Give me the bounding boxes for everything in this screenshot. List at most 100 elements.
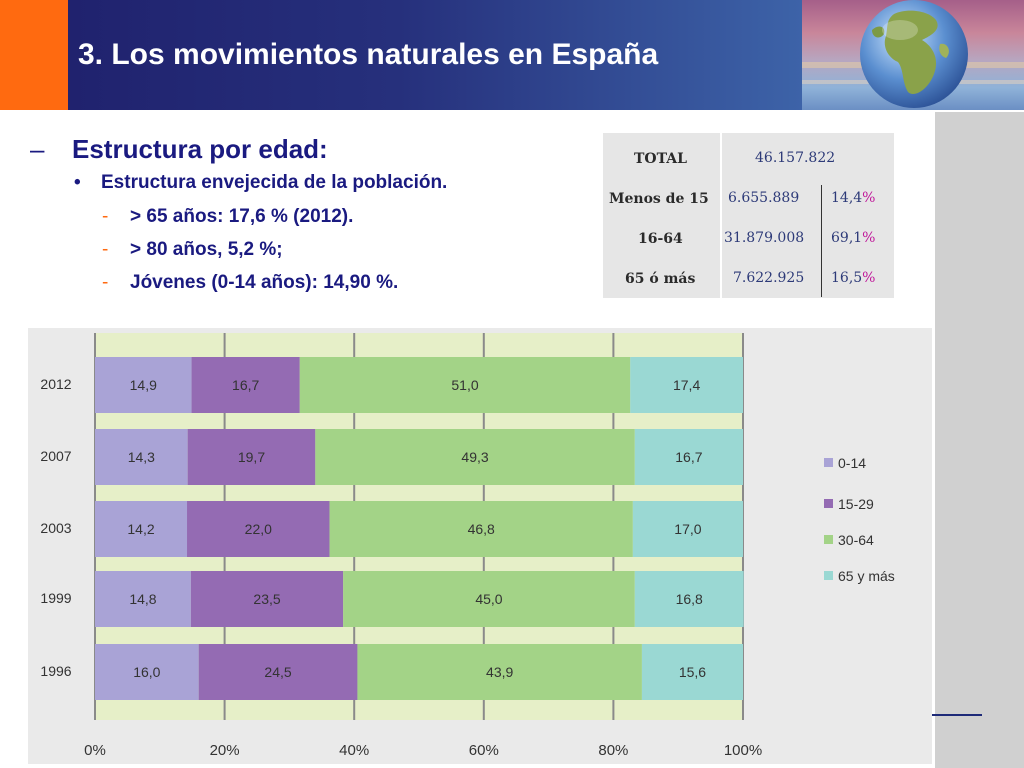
bar-segment <box>95 357 192 413</box>
bar-value-label: 14,9 <box>130 377 157 393</box>
x-tick-label: 60% <box>469 742 499 759</box>
bar-value-label: 16,8 <box>676 591 703 607</box>
side-strip <box>935 112 1024 768</box>
table-total-label: TOTAL <box>634 151 687 167</box>
globe-image <box>802 0 1024 110</box>
bullet-marker: - <box>102 206 109 227</box>
bullet-item: - Jóvenes (0-14 años): 14,90 %. <box>102 272 398 294</box>
bullet-item-text: > 65 años: 17,6 % (2012). <box>130 206 354 227</box>
bar-segment <box>634 571 744 627</box>
legend-label: 65 y más <box>838 568 895 584</box>
category-label: 1996 <box>40 663 71 679</box>
slide-title: 3. Los movimientos naturales en España <box>78 38 659 71</box>
legend-swatch <box>824 499 833 508</box>
category-label: 1999 <box>40 590 71 606</box>
bullet-subheading: • Estructura envejecida de la población. <box>74 172 447 194</box>
legend-swatch <box>824 535 833 544</box>
bullet-marker: • <box>74 172 81 193</box>
bar-value-label: 46,8 <box>468 521 495 537</box>
divider <box>932 714 982 716</box>
chart-svg: 14,9 16,7 51,0 17,4 2012 14,3 19,7 49,3 16,7 2007… <box>40 333 895 759</box>
table-row-pct: 69,1% <box>831 230 875 246</box>
pct-number: 14,4 <box>831 190 863 206</box>
x-tick-label: 80% <box>598 742 628 759</box>
bar-value-label: 19,7 <box>238 449 265 465</box>
table-total-value: 46.157.822 <box>755 150 836 166</box>
bar-segment <box>357 644 642 700</box>
bullet-item: - > 65 años: 17,6 % (2012). <box>102 206 353 228</box>
bar-value-label: 17,4 <box>673 377 700 393</box>
x-tick-label: 100% <box>724 742 762 759</box>
bar-segment <box>315 429 635 485</box>
table-row-label: 16-64 <box>638 231 683 247</box>
bullet-item-text: Jóvenes (0-14 años): 14,90 %. <box>130 272 399 293</box>
bar-segment <box>641 644 743 700</box>
legend-swatch <box>824 571 833 580</box>
bar-segment <box>634 429 743 485</box>
table-row-pct: 14,4% <box>831 190 875 206</box>
bar-value-label: 49,3 <box>461 449 488 465</box>
bullet-item: - > 80 años, 5,2 %; <box>102 239 283 261</box>
bar-segment <box>187 429 316 485</box>
legend-label: 0-14 <box>838 455 866 471</box>
bullet-heading: – Estructura por edad: <box>30 134 328 165</box>
bar-value-label: 16,0 <box>133 664 160 680</box>
bar-segment <box>198 644 358 700</box>
bar-segment <box>190 571 344 627</box>
pct-sign: % <box>862 190 876 206</box>
bar-value-label: 14,8 <box>129 591 156 607</box>
pct-number: 69,1 <box>831 230 863 246</box>
bar-value-label: 23,5 <box>253 591 280 607</box>
header-accent-block <box>0 0 68 110</box>
bar-segment <box>632 501 743 557</box>
legend-swatch <box>824 458 833 467</box>
x-tick-label: 20% <box>210 742 240 759</box>
table-row-label: 65 ó más <box>625 271 696 287</box>
category-label: 2007 <box>40 448 71 464</box>
table-row-value: 7.622.925 <box>733 270 805 286</box>
bar-segment <box>95 571 191 627</box>
bullet-subheading-text: Estructura envejecida de la población. <box>101 172 448 193</box>
legend-label: 30-64 <box>838 532 874 548</box>
table-row-value: 31.879.008 <box>724 230 805 246</box>
bullet-item-text: > 80 años, 5,2 %; <box>130 239 283 260</box>
bar-segment <box>343 571 635 627</box>
table-row-label: Menos de 15 <box>609 191 709 207</box>
bar-value-label: 17,0 <box>674 521 701 537</box>
bar-value-label: 14,3 <box>128 449 155 465</box>
category-label: 2012 <box>40 376 71 392</box>
age-structure-chart: 14,9 16,7 51,0 17,4 2012 14,3 19,7 49,3 16,7 2007… <box>28 328 932 764</box>
bar-segment <box>191 357 300 413</box>
bar-segment <box>95 644 199 700</box>
bar-segment <box>299 357 631 413</box>
globe-icon <box>802 0 1024 108</box>
legend-label: 15-29 <box>838 496 874 512</box>
bar-segment <box>630 357 743 413</box>
bar-value-label: 43,9 <box>486 664 513 680</box>
pct-sign: % <box>862 270 876 286</box>
bullet-marker: - <box>102 272 109 293</box>
bullet-heading-text: Estructura por edad: <box>72 134 328 164</box>
bar-value-label: 45,0 <box>475 591 502 607</box>
category-label: 2003 <box>40 520 71 536</box>
table-divider <box>720 133 722 298</box>
x-tick-label: 0% <box>84 742 106 759</box>
bar-value-label: 14,2 <box>127 521 154 537</box>
bar-segment <box>95 429 188 485</box>
x-tick-label: 40% <box>339 742 369 759</box>
table-divider <box>821 185 822 297</box>
pct-sign: % <box>862 230 876 246</box>
header-band <box>68 0 802 110</box>
bar-value-label: 16,7 <box>675 449 702 465</box>
bar-value-label: 15,6 <box>679 664 706 680</box>
bar-segment <box>329 501 633 557</box>
table-row-value: 6.655.889 <box>728 190 800 206</box>
bar-segment <box>187 501 330 557</box>
bar-value-label: 22,0 <box>245 521 272 537</box>
table-row-pct: 16,5% <box>831 270 875 286</box>
bullet-marker: - <box>102 239 109 260</box>
bullet-marker: – <box>30 134 45 164</box>
bar-value-label: 24,5 <box>264 664 291 680</box>
bar-value-label: 51,0 <box>451 377 478 393</box>
bar-segment <box>95 501 188 557</box>
